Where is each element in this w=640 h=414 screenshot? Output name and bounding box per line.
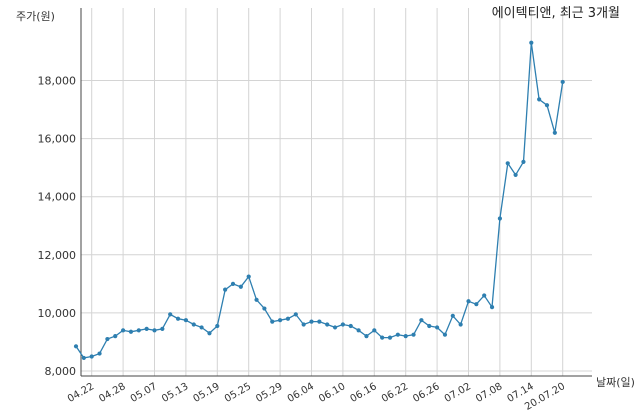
y-tick-label: 18,000 xyxy=(38,75,77,88)
data-point xyxy=(325,322,330,327)
data-point xyxy=(482,293,487,298)
data-point xyxy=(262,306,267,311)
data-point xyxy=(372,328,377,333)
data-point xyxy=(238,284,243,289)
data-point xyxy=(364,334,369,339)
data-point xyxy=(340,322,345,327)
data-point xyxy=(183,318,188,323)
data-point xyxy=(474,302,479,307)
data-point xyxy=(81,355,86,361)
data-point xyxy=(309,319,314,324)
x-tick-labels: 04.22 04.28 05.07 05.13 05.19 05.25 05.29 06.04… xyxy=(66,381,567,413)
data-point xyxy=(191,322,196,327)
x-tick-label: 06.04 xyxy=(286,381,316,405)
data-point xyxy=(332,325,338,330)
data-point xyxy=(521,159,526,164)
x-tick-label: 05.19 xyxy=(191,381,221,405)
series-layer xyxy=(73,40,565,361)
data-point xyxy=(230,281,236,286)
x-tick-label: 05.29 xyxy=(254,381,284,405)
data-point xyxy=(254,297,259,302)
data-point xyxy=(317,319,322,324)
y-tick-label: 10,000 xyxy=(38,307,77,320)
x-tick-label: 05.07 xyxy=(129,381,159,405)
data-point xyxy=(285,316,291,321)
data-point xyxy=(458,322,463,327)
data-point xyxy=(552,130,557,135)
data-point xyxy=(466,299,471,304)
data-point xyxy=(529,40,534,45)
x-tick-label: 06.26 xyxy=(411,381,441,405)
x-tick-label: 07.08 xyxy=(474,381,504,405)
data-point xyxy=(175,316,181,321)
data-point xyxy=(278,318,283,323)
data-point xyxy=(270,319,275,324)
x-tick-label: 06.16 xyxy=(348,381,378,405)
x-tick-label: 04.28 xyxy=(97,381,127,405)
axes xyxy=(80,8,592,377)
data-point xyxy=(497,216,502,221)
y-tick-label: 12,000 xyxy=(38,249,77,262)
x-tick-label: 05.25 xyxy=(223,381,253,405)
data-point xyxy=(128,329,134,334)
data-point xyxy=(450,313,455,318)
grid-lines xyxy=(81,8,592,376)
data-point xyxy=(97,351,102,356)
y-tick-label: 8,000 xyxy=(45,365,77,378)
x-tick-label: 07.02 xyxy=(443,381,473,405)
chart-title: 에이텍티앤, 최근 3개월 xyxy=(492,6,620,21)
x-tick-label: 06.22 xyxy=(380,381,410,405)
data-point xyxy=(537,97,542,102)
data-point xyxy=(215,323,220,329)
data-point xyxy=(121,328,126,333)
data-point xyxy=(427,323,432,329)
data-point xyxy=(356,328,361,333)
data-point xyxy=(395,332,400,337)
data-point xyxy=(387,335,393,340)
data-point xyxy=(207,331,212,336)
data-point xyxy=(113,334,118,339)
data-point xyxy=(144,326,149,331)
data-point xyxy=(489,304,495,310)
data-point xyxy=(152,328,157,333)
data-point xyxy=(246,274,251,279)
y-axis-label: 주가(원) xyxy=(16,10,55,23)
data-point xyxy=(301,322,306,327)
data-point xyxy=(560,79,565,85)
data-point xyxy=(73,344,79,349)
data-point xyxy=(505,161,510,166)
x-tick-label: 05.13 xyxy=(160,381,190,405)
data-point xyxy=(442,332,448,337)
data-point xyxy=(348,323,353,329)
x-tick-label: 04.22 xyxy=(66,381,96,405)
data-point xyxy=(544,103,550,108)
data-point xyxy=(105,336,110,342)
data-point xyxy=(513,172,518,178)
data-point xyxy=(411,332,416,337)
y-tick-label: 14,000 xyxy=(38,191,77,204)
y-tick-labels: 8,000 10,000 12,000 14,000 16,000 18,000 xyxy=(38,75,77,379)
x-tick-label: 06.10 xyxy=(317,381,347,405)
y-tick-label: 16,000 xyxy=(38,133,77,146)
data-point xyxy=(380,335,385,340)
price-line xyxy=(75,42,564,359)
data-point xyxy=(435,325,440,330)
data-point xyxy=(168,312,173,317)
data-point xyxy=(136,328,141,333)
data-point xyxy=(403,334,408,339)
data-point xyxy=(160,326,165,331)
data-point xyxy=(419,318,424,323)
x-axis-label: 날짜(일) xyxy=(596,375,635,389)
data-point xyxy=(223,287,228,292)
data-point xyxy=(89,354,94,359)
data-point xyxy=(199,325,204,330)
data-point xyxy=(293,312,298,317)
